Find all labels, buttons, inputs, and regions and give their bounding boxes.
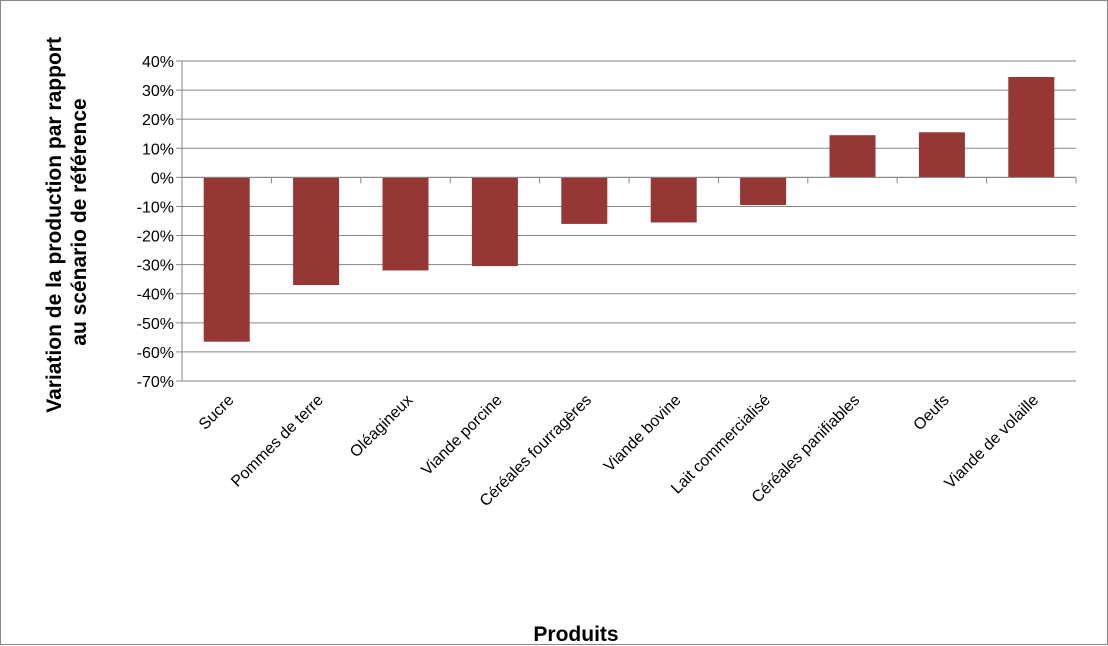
x-tick-label: Viande de volaille bbox=[942, 392, 1043, 493]
y-axis-title-line-2: au scénario de référence bbox=[68, 98, 91, 345]
x-tick-label: Lait commercialisé bbox=[668, 392, 774, 498]
bar bbox=[293, 177, 340, 285]
y-tick-labels: 40% 30% 20% 10% 0% -10% -20% -30% -40% -50% -60% -7… bbox=[137, 54, 174, 391]
bar bbox=[650, 177, 697, 223]
y-axis-title-line-1: Variation de la production par rapport bbox=[43, 37, 66, 413]
y-tick-label: -20% bbox=[137, 229, 174, 246]
x-tick-label: Sucre bbox=[196, 392, 238, 434]
bar bbox=[203, 177, 250, 342]
x-axis-title: Produits bbox=[533, 623, 618, 646]
bar bbox=[471, 177, 518, 267]
y-tick-label: -60% bbox=[137, 345, 174, 362]
y-tick-label: 30% bbox=[142, 83, 174, 100]
x-tick-label: Pommes de terre bbox=[228, 392, 327, 491]
y-tick-label: -70% bbox=[137, 374, 174, 391]
bar bbox=[740, 177, 787, 205]
y-tick-label: 0% bbox=[151, 170, 174, 187]
x-tick-label: Viande bovine bbox=[601, 392, 685, 476]
y-tick-label: -10% bbox=[137, 199, 174, 216]
y-tick-label: 10% bbox=[142, 141, 174, 158]
y-axis-title: Variation de la production par rapport a… bbox=[43, 31, 91, 413]
bar bbox=[918, 132, 965, 178]
bar bbox=[1008, 77, 1055, 178]
axes bbox=[181, 61, 1077, 381]
bar bbox=[829, 135, 876, 178]
y-tick-label: -30% bbox=[137, 258, 174, 275]
y-tick-label: -40% bbox=[137, 287, 174, 304]
x-tick-label: Oeufs bbox=[911, 392, 953, 434]
bars bbox=[203, 77, 1055, 342]
bar bbox=[561, 177, 608, 224]
x-tick-label: Viande porcine bbox=[418, 392, 505, 479]
x-tick-label: Oléagineux bbox=[347, 392, 416, 461]
bar bbox=[382, 177, 429, 271]
y-tick-label: 40% bbox=[142, 54, 174, 71]
y-tick-label: -50% bbox=[137, 316, 174, 333]
y-tick-label: 20% bbox=[142, 112, 174, 129]
